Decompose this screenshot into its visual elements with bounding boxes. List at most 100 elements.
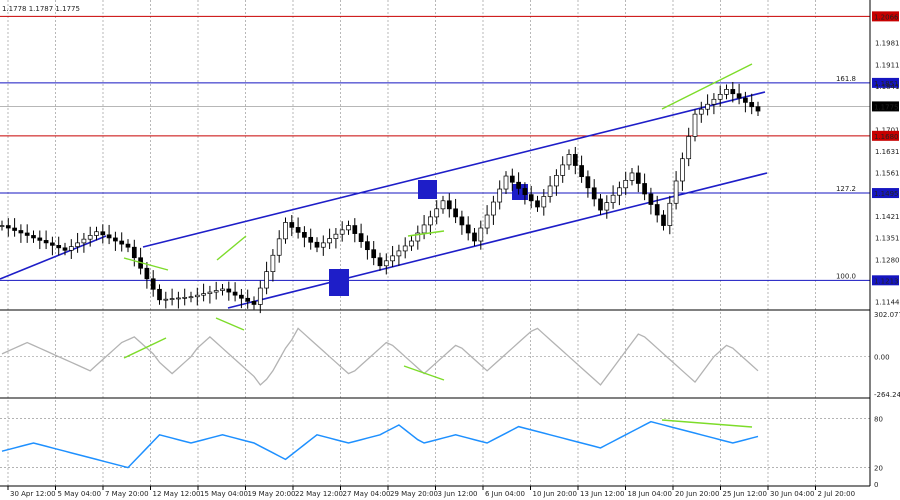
candle-body [736, 93, 742, 99]
candle-body [302, 232, 307, 238]
price-tick-label: 1.1561 [875, 170, 900, 178]
candle-body [43, 240, 49, 244]
candle-body [339, 229, 345, 235]
candle-body [352, 225, 358, 234]
time-tick-label: 13 Jun 12:00 [580, 490, 624, 498]
candle-body [428, 216, 433, 226]
candle-body [421, 224, 427, 234]
price-label-box [872, 77, 899, 88]
candle-body [56, 245, 62, 249]
candle-body [409, 240, 414, 247]
divergence-line [407, 230, 445, 237]
candle-body [743, 97, 748, 103]
candle-body [87, 235, 93, 240]
divergence-lines-price [123, 63, 753, 271]
candle-body [131, 246, 137, 259]
resistance-zone-box [418, 180, 437, 199]
time-tick-label: 6 Jun 04:00 [485, 490, 525, 498]
time-tick-label: 18 Jun 04:00 [628, 490, 672, 498]
candle-body [94, 231, 99, 236]
price-pane[interactable]: 161.8 127.2 100.0 1.2066 1.1981 1.1911 1.1851… [0, 0, 900, 486]
candle-body [591, 187, 597, 200]
candle-body [610, 194, 616, 204]
candle-body [308, 236, 314, 243]
time-tick-label: 20 Jun 20:00 [675, 490, 719, 498]
support-zone-box [329, 269, 349, 296]
candle-body [31, 235, 36, 239]
price-tick-label: 1.1495 [874, 190, 899, 198]
candle-body [598, 198, 603, 211]
price-label-box [872, 188, 899, 199]
price-tick-label: 1.1911 [875, 61, 900, 69]
time-axis: 30 Apr 12:00 5 May 04:00 7 May 20:00 12 May… [7, 486, 855, 498]
candle-body [213, 290, 219, 293]
support-zone-box-2 [512, 184, 528, 200]
candle-body [629, 172, 635, 181]
candle-body [402, 245, 408, 252]
price-tick-label: 1.1680 [874, 133, 899, 141]
candle-body [692, 113, 698, 137]
candle-body [560, 164, 566, 176]
price-tick-label: 1.1631 [875, 148, 900, 156]
candle-body [528, 194, 534, 202]
candle-body [365, 241, 370, 251]
candle-body [176, 297, 181, 300]
candle-body [333, 233, 339, 239]
price-tick-label: 1.1851 [874, 80, 899, 88]
rsi-pane[interactable]: 80 20 0 [0, 415, 883, 489]
price-levels: 161.8 127.2 100.0 [0, 15, 870, 281]
candle-body [327, 238, 332, 244]
candle-body [661, 214, 666, 226]
candle-body [201, 293, 206, 296]
time-tick-label: 12 May 12:00 [153, 490, 201, 498]
candle-body [270, 254, 276, 273]
price-label-box [872, 130, 899, 141]
divergence-line [123, 257, 169, 271]
candle-body [415, 232, 421, 242]
candle-body [711, 98, 717, 105]
fib-level-tag: 100.0 [836, 272, 856, 280]
candle-body [484, 214, 490, 229]
candle-body [522, 188, 528, 195]
candle-body [75, 242, 80, 247]
candle-body [623, 180, 629, 189]
candle-body [239, 294, 244, 299]
candle-body [12, 227, 17, 231]
candle-body [673, 180, 679, 204]
cci-pane[interactable]: 302.077 0.00 -264.246 [0, 311, 900, 399]
candle-body [113, 237, 118, 242]
candle-body [749, 102, 755, 108]
time-tick-label: 19 May 20:00 [248, 490, 296, 498]
candle-body [654, 204, 660, 216]
candle-body [358, 233, 364, 242]
candle-body [604, 202, 610, 211]
candle-body [320, 242, 326, 248]
divergence-line [661, 419, 753, 428]
candle-body [314, 241, 320, 248]
divergence-lines-rsi [661, 419, 753, 428]
candle-body [434, 208, 440, 218]
candle-body [478, 227, 484, 242]
candle-body [396, 250, 402, 257]
cci-line [1, 327, 759, 386]
candle-body [667, 202, 673, 226]
price-tick-label: 1.1841 [875, 83, 900, 91]
candle-body [491, 201, 496, 216]
candle-body [257, 287, 263, 305]
rsi-tick-label: 80 [874, 415, 883, 423]
cci-axis: 302.077 0.00 -264.246 [874, 311, 900, 399]
price-label-box [872, 101, 899, 112]
candle-body [106, 234, 112, 239]
price-label-box [872, 11, 899, 22]
candle-body [535, 200, 540, 208]
candle-body [18, 230, 24, 234]
candle-body [440, 200, 446, 210]
channel-upper-line [142, 91, 766, 248]
time-tick-label: 29 May 20:00 [390, 490, 438, 498]
candle-body [572, 154, 578, 166]
candle-body [182, 296, 188, 299]
time-tick-label: 5 May 04:00 [58, 490, 102, 498]
candle-body [37, 237, 43, 241]
candle-body [119, 240, 125, 245]
